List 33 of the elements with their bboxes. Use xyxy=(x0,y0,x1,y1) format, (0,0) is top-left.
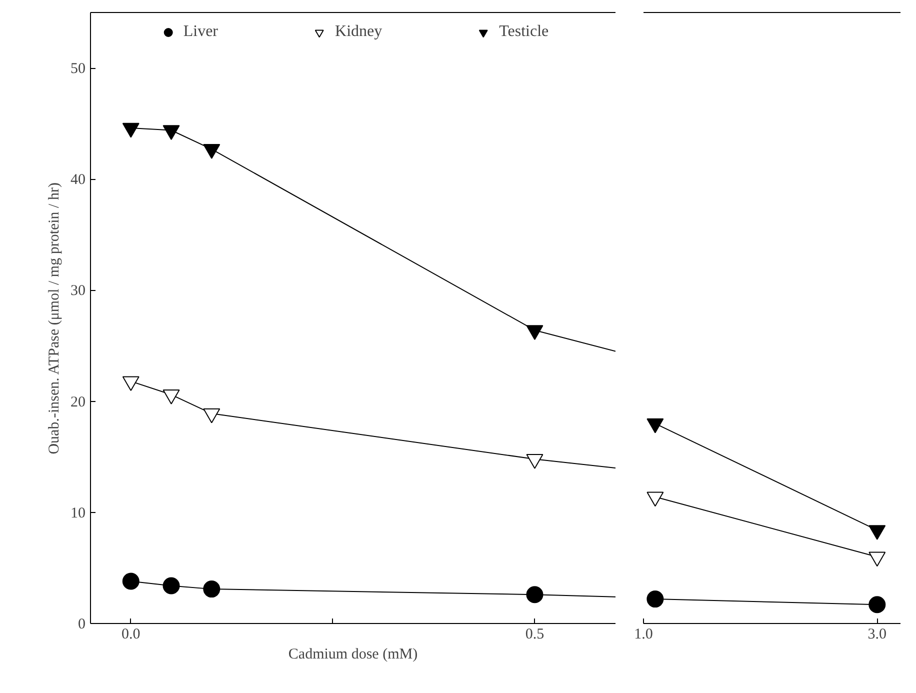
legend-label: Liver xyxy=(183,23,218,41)
x-tick-label: 1.0 xyxy=(634,626,653,642)
point xyxy=(646,418,664,434)
x-axis-title: Cadmium dose (mM) xyxy=(288,646,418,662)
y-tick-label: 0 xyxy=(78,616,86,632)
y-tick-label: 50 xyxy=(70,61,86,78)
legend-label: Kidney xyxy=(335,23,382,41)
x-tick-label: 3.0 xyxy=(868,626,887,642)
point xyxy=(526,325,544,340)
point xyxy=(122,376,140,392)
y-axis-title: Ouab.-insen. ATPase (μmol / mg protein / hr) xyxy=(46,182,62,454)
point xyxy=(203,580,220,598)
point xyxy=(122,122,140,138)
point xyxy=(526,586,544,604)
y-tick-label: 30 xyxy=(70,283,86,300)
point xyxy=(203,144,220,159)
point xyxy=(646,590,664,608)
y-tick-label: 40 xyxy=(70,172,86,188)
point xyxy=(162,390,180,404)
x-tick-label: 0.0 xyxy=(122,626,140,642)
point xyxy=(122,572,140,590)
point xyxy=(868,552,886,567)
point xyxy=(162,577,180,594)
legend-label: Testicle xyxy=(499,23,549,41)
point xyxy=(203,408,220,424)
x-tick-label: 0.5 xyxy=(525,626,544,642)
point xyxy=(646,492,664,507)
point xyxy=(526,454,544,469)
y-tick-label: 20 xyxy=(70,394,86,410)
point xyxy=(162,125,180,140)
point xyxy=(868,596,886,614)
y-tick-label: 10 xyxy=(70,505,86,522)
point xyxy=(868,525,886,540)
